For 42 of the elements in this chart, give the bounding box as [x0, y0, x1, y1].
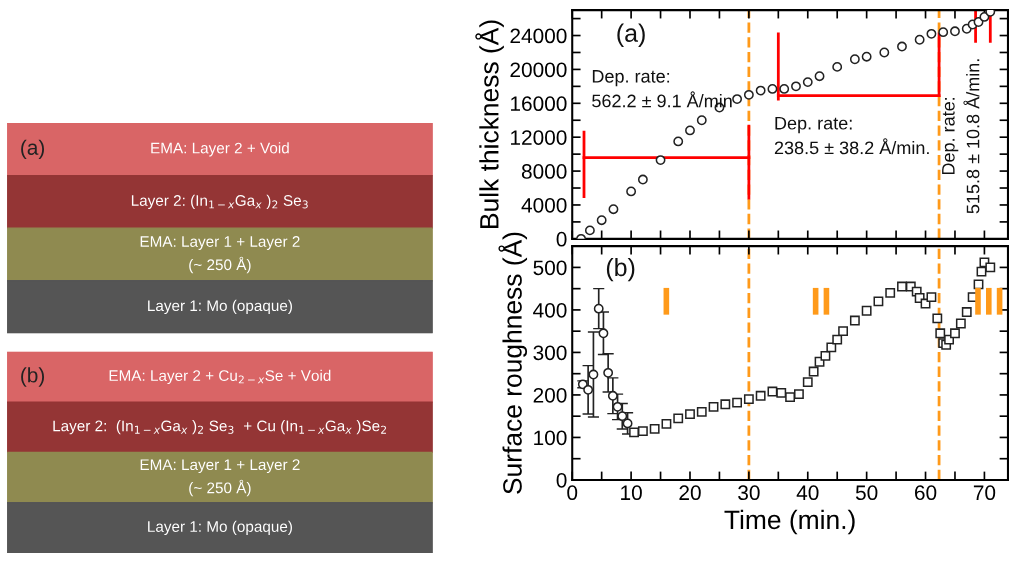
y-tick-label: 0 [556, 472, 567, 488]
y-tick-label: 500 [533, 260, 567, 276]
category-label: Layer 1: Mo (opaque) [148, 299, 292, 315]
x-tick-label: 0 [567, 485, 578, 501]
x-tick-label: 30 [738, 485, 760, 501]
y-tick-label: 8000 [521, 164, 567, 179]
annotation: Dep. rate: 515.8 ± 10.8 Å/min. [942, 59, 980, 214]
y-tick-label: 16000 [511, 96, 567, 112]
text: (b) [21, 367, 45, 387]
annotation: I [663, 287, 670, 315]
category-label: EMA: Layer 2 + Cu$_{2−x}$Se + Void [109, 369, 331, 385]
category-label: EMA: Layer 2 + Void [151, 142, 289, 157]
category-label: EMA: Layer 1 + Layer 2 (~ 250 Å) [140, 236, 300, 274]
category-label: Layer 2: (In$_{1−x}$Ga$_{x}$ )$_{2}$ Se$_{3}$ + Cu (In$_{1−x}$Ga$_{x}$ )Se$_{2}$ [53, 420, 387, 435]
annotation: Dep. rate: 562.2 ± 9.1 Å/min [592, 70, 732, 108]
x-tick-label: 60 [915, 485, 937, 501]
y-tick-label: 4000 [521, 197, 567, 213]
x-tick-label: 10 [621, 485, 642, 501]
annotation: Dep. rate: 238.5 ± 38.2 Å/min. [774, 116, 929, 155]
y-tick-label: 0 [556, 231, 567, 247]
annotation: (b) [606, 257, 635, 282]
y-tick-label: 20000 [510, 62, 567, 78]
y-tick-label: 200 [533, 387, 567, 403]
y-axis-title: Bulk thickness (Å) [475, 20, 504, 228]
x-tick-label: 70 [973, 485, 996, 501]
y-tick-label: 400 [533, 302, 567, 318]
category-label: Layer 2: (In$_{1−x}$Ga$_{x}$ )$_{2}$ Se$_{3}$ [131, 194, 308, 209]
y-tick-label: 300 [533, 345, 567, 361]
annotation: III [975, 287, 1003, 315]
annotation: (a) [617, 23, 645, 47]
x-tick-label: 20 [679, 485, 701, 501]
x-axis-title: Time (min.) [724, 509, 855, 535]
category-label: Layer 1: Mo (opaque) [148, 520, 292, 535]
x-tick-label: 40 [796, 485, 819, 501]
category-label: EMA: Layer 1 + Layer 2 (~ 250 Å) [140, 459, 300, 497]
text: (a) [21, 139, 45, 160]
y-tick-label: 12000 [511, 130, 567, 145]
y-tick-label: 100 [534, 430, 567, 446]
y-tick-label: 24000 [510, 28, 567, 44]
annotation: II [812, 287, 830, 315]
x-tick-label: 50 [855, 485, 878, 501]
y-axis-title: Surface roughness (Å) [498, 232, 528, 494]
